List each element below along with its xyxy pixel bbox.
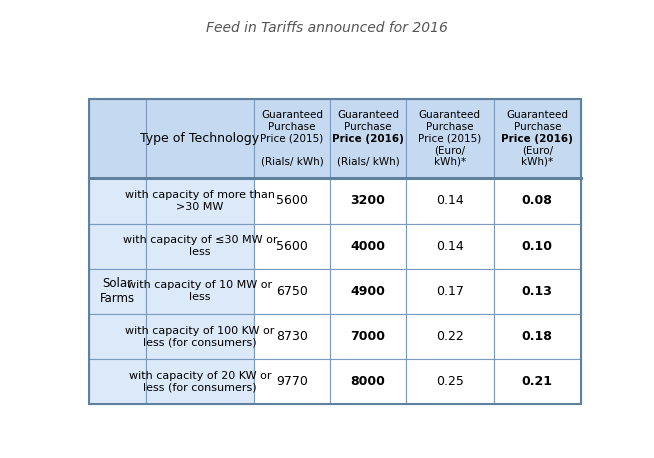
Bar (406, 359, 494, 404)
Bar (494, 178, 581, 224)
Text: 8000: 8000 (351, 375, 385, 388)
Bar (330, 178, 406, 224)
Text: with capacity of ≤30 MW or
less: with capacity of ≤30 MW or less (122, 235, 277, 257)
Text: 9770: 9770 (276, 375, 308, 388)
Bar (146, 269, 254, 314)
Bar (90, 269, 146, 314)
Text: 3200: 3200 (351, 195, 385, 207)
Bar (254, 359, 330, 404)
Bar (330, 224, 406, 269)
Bar (254, 99, 330, 178)
Text: 6750: 6750 (276, 285, 308, 298)
Text: Guaranteed: Guaranteed (506, 110, 568, 120)
Text: 4000: 4000 (351, 240, 386, 252)
Text: Price (2015): Price (2015) (419, 134, 481, 144)
Text: 0.17: 0.17 (436, 285, 464, 298)
Text: 0.08: 0.08 (522, 195, 553, 207)
Text: Price (2016): Price (2016) (502, 134, 573, 144)
Bar (90, 99, 146, 178)
Text: with capacity of 10 MW or
less: with capacity of 10 MW or less (128, 280, 273, 302)
Text: Feed in Tariffs announced for 2016: Feed in Tariffs announced for 2016 (206, 21, 448, 35)
Text: Guaranteed: Guaranteed (261, 110, 323, 120)
Bar (90, 178, 146, 224)
Bar (330, 99, 406, 178)
Bar (90, 314, 146, 359)
Bar (90, 99, 581, 404)
Bar (146, 359, 254, 404)
Text: Purchase: Purchase (513, 122, 561, 132)
Text: (Euro/: (Euro/ (434, 145, 466, 155)
Text: (Euro/: (Euro/ (522, 145, 553, 155)
Bar (406, 314, 494, 359)
Text: Purchase: Purchase (426, 122, 473, 132)
Text: 5600: 5600 (276, 195, 308, 207)
Text: Guaranteed: Guaranteed (337, 110, 399, 120)
Text: 0.21: 0.21 (522, 375, 553, 388)
Bar (254, 178, 330, 224)
Text: Price (2016): Price (2016) (332, 134, 404, 144)
Text: (Rials/ kWh): (Rials/ kWh) (260, 157, 323, 167)
Text: Purchase: Purchase (345, 122, 392, 132)
Text: 0.18: 0.18 (522, 330, 553, 343)
Bar (406, 99, 494, 178)
Text: Guaranteed: Guaranteed (419, 110, 481, 120)
Bar (494, 359, 581, 404)
Bar (146, 178, 254, 224)
Text: 0.10: 0.10 (522, 240, 553, 252)
Text: (Rials/ kWh): (Rials/ kWh) (337, 157, 400, 167)
Bar (146, 99, 254, 178)
Text: Solar
Farms: Solar Farms (100, 277, 135, 305)
Bar (146, 314, 254, 359)
Text: 0.14: 0.14 (436, 195, 464, 207)
Text: 0.22: 0.22 (436, 330, 464, 343)
Text: Price (2015): Price (2015) (260, 134, 324, 144)
Text: 7000: 7000 (351, 330, 386, 343)
Bar (330, 359, 406, 404)
Text: 5600: 5600 (276, 240, 308, 252)
Text: 0.13: 0.13 (522, 285, 553, 298)
Bar (90, 359, 146, 404)
Text: with capacity of 100 KW or
less (for consumers): with capacity of 100 KW or less (for con… (125, 326, 275, 347)
Bar (406, 224, 494, 269)
Bar (330, 269, 406, 314)
Bar (494, 99, 581, 178)
Bar (406, 178, 494, 224)
Bar (330, 314, 406, 359)
Text: with capacity of more than
>30 MW: with capacity of more than >30 MW (125, 190, 275, 212)
Text: 8730: 8730 (276, 330, 308, 343)
Bar (146, 224, 254, 269)
Text: kWh)*: kWh)* (521, 157, 553, 167)
Bar (494, 224, 581, 269)
Bar (254, 224, 330, 269)
Bar (494, 269, 581, 314)
Bar (406, 269, 494, 314)
Text: 0.25: 0.25 (436, 375, 464, 388)
Text: 0.14: 0.14 (436, 240, 464, 252)
Bar (254, 314, 330, 359)
Text: 4900: 4900 (351, 285, 385, 298)
Text: with capacity of 20 KW or
less (for consumers): with capacity of 20 KW or less (for cons… (129, 371, 271, 393)
Bar (494, 314, 581, 359)
Bar (254, 269, 330, 314)
Text: Type of Technology: Type of Technology (141, 132, 260, 145)
Text: kWh)*: kWh)* (434, 157, 466, 167)
Text: Purchase: Purchase (268, 122, 316, 132)
Bar (90, 224, 146, 269)
